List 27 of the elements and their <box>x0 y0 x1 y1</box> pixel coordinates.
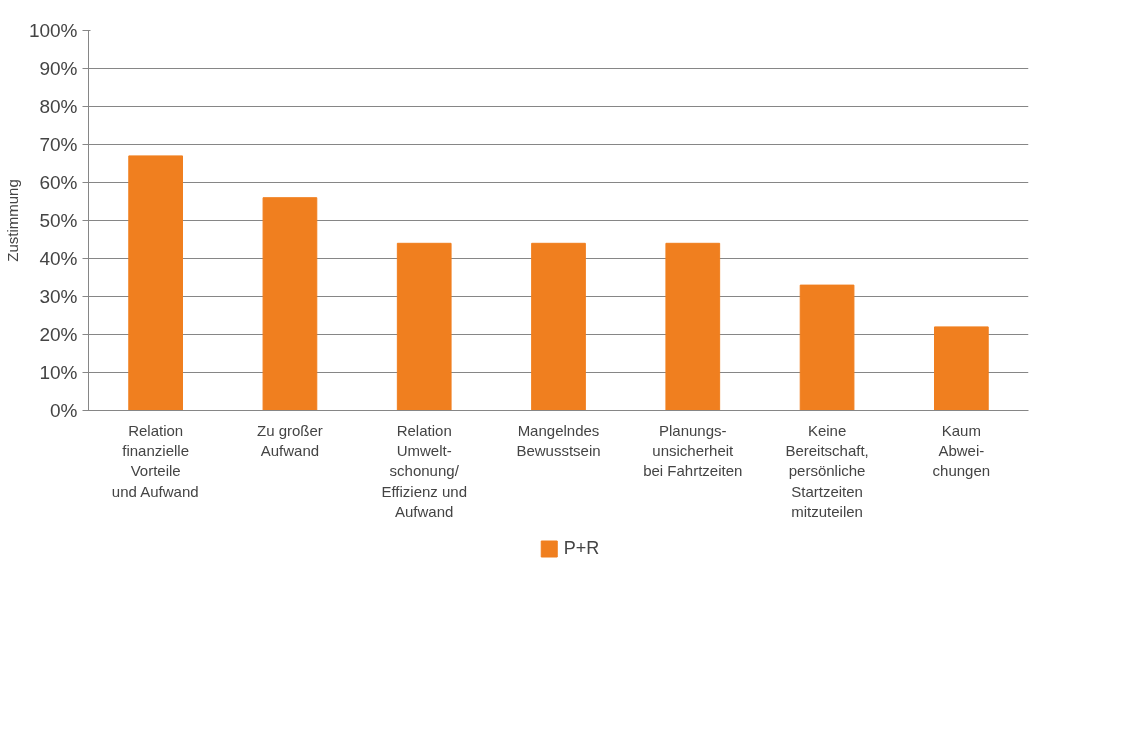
x-tick-label: Mangelndes Bewusstsein <box>516 421 601 459</box>
y-tick-label: 20% <box>39 324 78 345</box>
y-axis-title: Zustimmung <box>3 179 21 262</box>
bar <box>128 155 183 411</box>
x-tick-label: Zu großer Aufwand <box>257 421 323 459</box>
y-tick-label: 100% <box>28 20 78 41</box>
y-tick-label: 90% <box>39 58 78 79</box>
bar <box>531 242 586 411</box>
bar <box>396 242 452 411</box>
y-tick-label: 50% <box>39 210 78 231</box>
bar <box>665 242 721 411</box>
legend-label: P+R <box>563 537 600 559</box>
bar <box>934 326 989 411</box>
y-tick-label: 30% <box>39 286 78 307</box>
y-tick-label: 0% <box>50 400 78 421</box>
bar <box>799 284 855 411</box>
x-tick-label: Relation finanzielle Vorteile und Aufwand <box>111 421 199 500</box>
y-tick-label: 40% <box>39 248 78 269</box>
y-tick-label: 10% <box>39 362 78 383</box>
y-tick-label: 60% <box>39 172 78 193</box>
x-tick-label: Relation Umwelt- schonung/ Effizienz und Aufwand <box>381 421 468 521</box>
y-tick-label: 70% <box>39 134 78 155</box>
x-tick-label: Keine Bereitschaft, persönliche Startzeiten mitzuteilen <box>785 421 869 521</box>
x-tick-label: Kaum Abwei- chungen <box>932 421 991 480</box>
bar <box>262 197 318 411</box>
y-tick-label: 80% <box>39 96 78 117</box>
x-tick-label: Planungs- unsicherheit bei Fahrtzeiten <box>643 421 743 480</box>
